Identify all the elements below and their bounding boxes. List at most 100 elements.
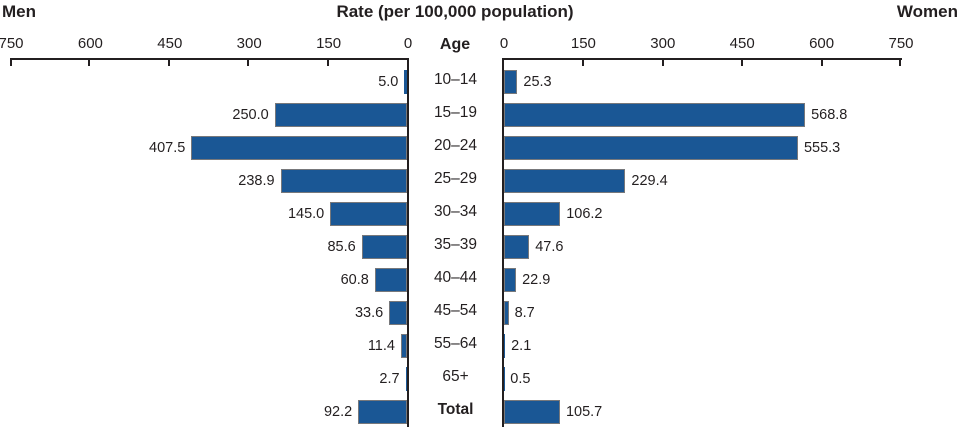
men-axis-tick-label: 0 [403, 35, 413, 52]
women-row: 229.4 [504, 164, 902, 197]
age-row-label: 10–14 [433, 70, 478, 88]
age-labels-column: 10–14 15–19 20–24 25–29 30–34 35–39 40–44 45–54… [409, 63, 502, 426]
women-bars: 25.3 568.8 555.3 229.4 106.2 47.6 22.9 8.7 2.1 0.… [504, 65, 902, 427]
women-axis-tick-label: 0 [499, 35, 509, 52]
men-bar [330, 201, 407, 226]
women-header: Women [896, 2, 958, 21]
men-bar [405, 366, 407, 391]
men-row: 145.0 [10, 197, 407, 230]
women-axis-tick-label: 300 [650, 35, 676, 52]
men-axis-tick-label: 750 [0, 35, 24, 52]
women-value-label: 47.6 [535, 238, 564, 255]
men-row: 238.9 [10, 164, 407, 197]
women-bar [504, 267, 517, 292]
men-row: 60.8 [10, 263, 407, 296]
women-value-label: 25.3 [523, 73, 552, 90]
women-value-label: 105.7 [565, 403, 603, 420]
age-row-label: Total [437, 400, 474, 418]
men-bar [358, 399, 407, 424]
men-axis-tick-label: 600 [77, 35, 103, 52]
men-value-label: 407.5 [149, 139, 186, 156]
men-axis-panel: 5.0 250.0 407.5 238.9 145.0 85.6 60.8 33.6 11.4 2… [10, 58, 409, 427]
women-row: 2.1 [504, 329, 902, 362]
women-axis-tick-label: 750 [888, 35, 914, 52]
women-row: 106.2 [504, 197, 902, 230]
age-column-header: Age [439, 36, 471, 53]
women-value-label: 2.1 [511, 337, 532, 354]
women-value-label: 229.4 [631, 172, 668, 189]
men-row: 11.4 [10, 329, 407, 362]
women-bar [504, 102, 806, 127]
women-row: 105.7 [504, 395, 902, 427]
men-value-label: 145.0 [287, 205, 325, 222]
women-axis-tick-label: 150 [570, 35, 596, 52]
age-row-label: 45–54 [433, 301, 478, 319]
men-axis-tick [326, 60, 329, 66]
men-value-label: 33.6 [354, 304, 384, 321]
women-axis-tick [582, 60, 585, 66]
women-bar [504, 135, 798, 160]
age-row-label: 25–29 [433, 169, 478, 187]
women-bar [504, 333, 506, 358]
women-row: 555.3 [504, 131, 902, 164]
men-bar [280, 168, 407, 193]
women-row: 47.6 [504, 230, 902, 263]
women-axis-panel: 25.3 568.8 555.3 229.4 106.2 47.6 22.9 8.7 2.1 0.… [502, 58, 902, 427]
chart-title: Rate (per 100,000 population) [336, 2, 574, 21]
women-axis-tick [899, 60, 901, 66]
men-axis-tick [167, 60, 170, 66]
men-value-label: 60.8 [340, 271, 369, 288]
men-row: 92.2 [10, 395, 407, 427]
men-row: 407.5 [10, 131, 407, 164]
women-axis-tick [820, 60, 823, 66]
women-axis-tick-label: 450 [729, 35, 755, 52]
men-value-label: 5.0 [378, 73, 399, 90]
women-bar [504, 168, 626, 193]
men-bar [361, 234, 407, 259]
men-value-label: 92.2 [323, 403, 353, 420]
men-axis-tick-label: 300 [236, 35, 262, 52]
age-row-label: 55–64 [433, 334, 478, 352]
women-row: 8.7 [504, 296, 902, 329]
women-bar [504, 399, 560, 424]
men-row: 33.6 [10, 296, 407, 329]
women-axis-tick [741, 60, 744, 66]
women-axis-tick-label: 600 [809, 35, 835, 52]
women-value-label: 8.7 [514, 304, 535, 321]
women-axis-tick [661, 60, 664, 66]
men-header: Men [2, 2, 36, 21]
women-bar [504, 69, 518, 94]
women-row: 25.3 [504, 65, 902, 98]
women-bar [504, 300, 509, 325]
women-value-label: 22.9 [522, 271, 551, 288]
men-bars: 5.0 250.0 407.5 238.9 145.0 85.6 60.8 33.6 11.4 2… [10, 65, 407, 427]
men-bar [400, 333, 407, 358]
men-axis-tick [88, 60, 91, 66]
women-bar [504, 201, 561, 226]
women-value-label: 568.8 [811, 106, 848, 123]
women-row: 568.8 [504, 98, 902, 131]
men-bar [389, 300, 407, 325]
women-bar [504, 234, 530, 259]
women-row: 0.5 [504, 362, 902, 395]
age-row-label: 20–24 [433, 136, 478, 154]
men-axis-tick [10, 60, 12, 66]
age-row-label: 15–19 [433, 103, 478, 121]
men-row: 5.0 [10, 65, 407, 98]
age-row-label: 65+ [442, 367, 469, 385]
men-bar [274, 102, 407, 127]
women-value-label: 0.5 [510, 370, 531, 387]
women-value-label: 555.3 [803, 139, 841, 156]
men-bar [374, 267, 407, 292]
men-axis-tick [247, 60, 250, 66]
men-value-label: 11.4 [367, 337, 395, 354]
men-row: 2.7 [10, 362, 407, 395]
men-value-label: 250.0 [232, 106, 269, 123]
men-bar [191, 135, 407, 160]
women-value-label: 106.2 [566, 205, 603, 222]
age-row-label: 30–34 [433, 202, 478, 220]
men-axis-tick-label: 450 [157, 35, 183, 52]
men-value-label: 2.7 [379, 370, 400, 387]
age-row-label: 35–39 [433, 235, 478, 253]
